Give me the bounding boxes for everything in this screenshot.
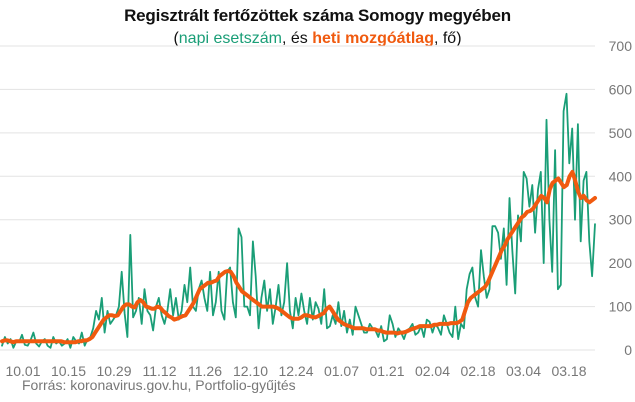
subtitle-close: , fő) bbox=[433, 30, 462, 47]
x-tick-label: 10.29 bbox=[96, 363, 131, 379]
y-tick-label: 700 bbox=[609, 38, 633, 54]
x-axis-ticks: 10.01 10.15 10.29 11.12 11.26 12.10 12.24 01.07… bbox=[5, 363, 586, 379]
x-tick-label: 12.10 bbox=[233, 363, 268, 379]
legend-daily-label: napi esetszám bbox=[178, 30, 282, 47]
x-tick-label: 01.21 bbox=[369, 363, 404, 379]
source-note: Forrás: koronavirus.gov.hu, Portfolio-gy… bbox=[22, 377, 296, 393]
x-tick-label: 03.18 bbox=[551, 363, 586, 379]
x-tick-label: 10.01 bbox=[5, 363, 40, 379]
x-tick-label: 11.12 bbox=[143, 363, 177, 379]
series-lines bbox=[0, 92, 597, 349]
y-tick-label: 0 bbox=[624, 342, 632, 358]
chart-subtitle: (napi esetszám, és heti mozgóátlag, fő) bbox=[0, 30, 635, 48]
y-tick-label: 200 bbox=[609, 255, 633, 271]
y-tick-label: 100 bbox=[609, 299, 633, 315]
x-tick-label: 03.04 bbox=[506, 363, 541, 379]
subtitle-open: ( bbox=[173, 30, 179, 47]
x-tick-label: 10.15 bbox=[51, 363, 86, 379]
legend-average-label: heti mozgóátlag bbox=[312, 30, 434, 47]
x-tick-label: 12.24 bbox=[278, 363, 313, 379]
x-tick-label: 02.04 bbox=[415, 363, 450, 379]
x-tick-label: 11.26 bbox=[188, 363, 222, 379]
y-tick-label: 500 bbox=[609, 125, 633, 141]
x-tick-label: 02.18 bbox=[460, 363, 495, 379]
daily-cases-line bbox=[1, 92, 596, 349]
chart-title: Regisztrált fertőzöttek száma Somogy meg… bbox=[124, 6, 511, 25]
x-tick-label: 01.07 bbox=[324, 363, 359, 379]
moving-average-line bbox=[0, 169, 597, 345]
y-tick-label: 600 bbox=[609, 81, 633, 97]
y-tick-label: 300 bbox=[609, 212, 633, 228]
y-tick-label: 400 bbox=[609, 168, 633, 184]
y-axis-ticks: 0 100 200 300 400 500 600 700 bbox=[609, 38, 633, 358]
subtitle-separator: , és bbox=[281, 30, 313, 47]
